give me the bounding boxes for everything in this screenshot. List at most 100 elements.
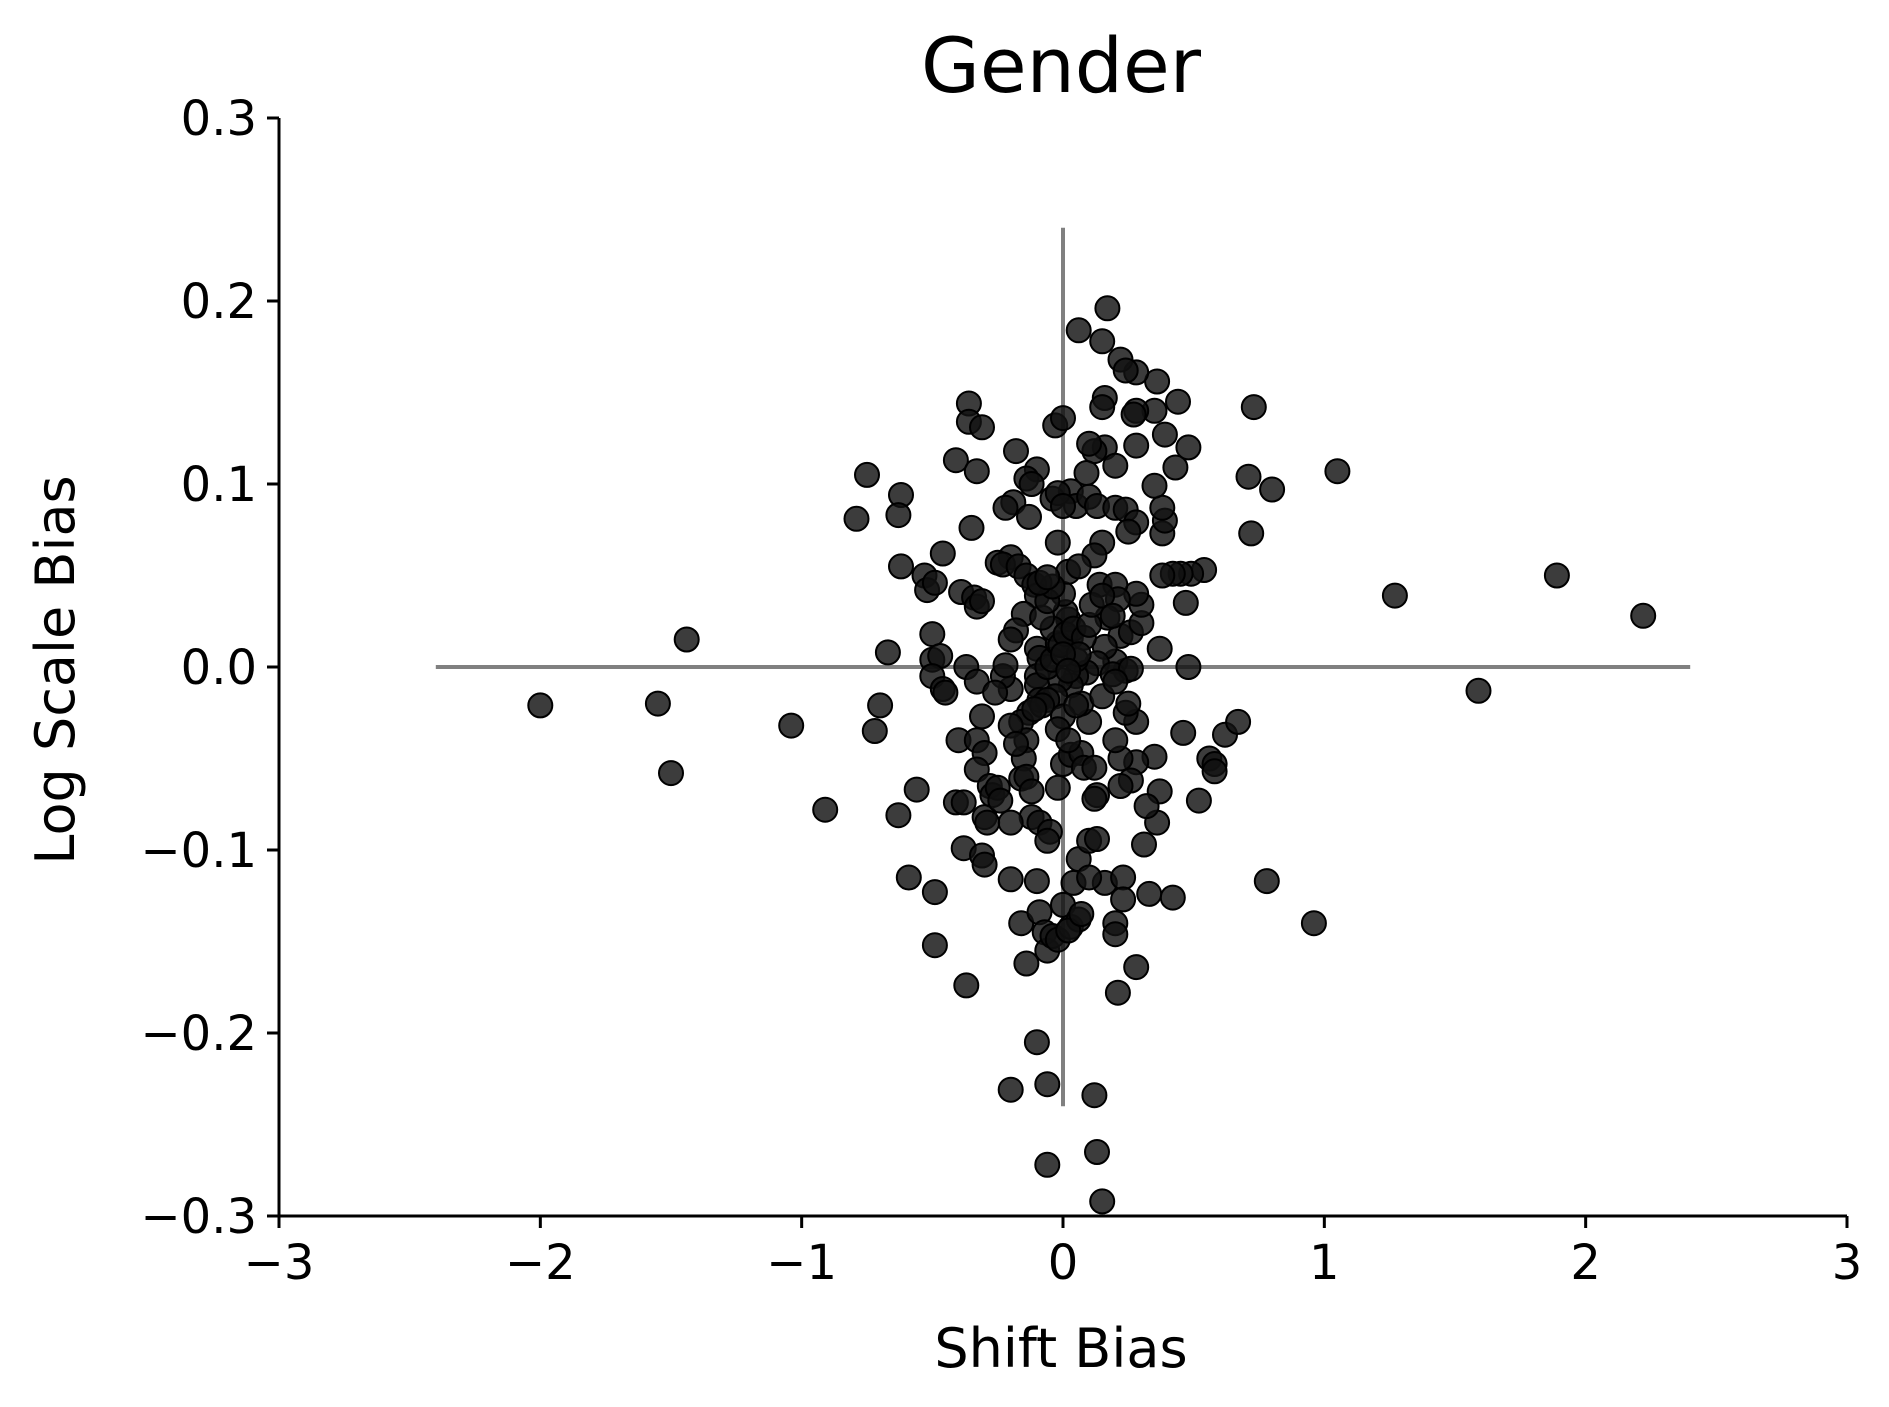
scatter-point: [1063, 692, 1090, 719]
scatter-point: [1065, 553, 1092, 580]
scatter-point: [1172, 589, 1199, 616]
scatter-point: [971, 851, 998, 878]
scatter-point: [997, 866, 1024, 893]
scatter-point: [1201, 758, 1228, 785]
scatter-point: [1084, 1139, 1110, 1165]
scatter-point: [1050, 405, 1076, 432]
scatter-point: [658, 760, 684, 787]
scatter-point: [921, 879, 948, 906]
scatter-point: [1099, 602, 1126, 629]
scatter-point: [953, 972, 980, 999]
scatter-point: [1102, 727, 1129, 754]
y-tick-label: −0.1: [140, 823, 257, 879]
scatter-point: [1123, 432, 1150, 459]
chart-title: Gender: [921, 21, 1202, 110]
scatter-point: [1170, 719, 1197, 746]
scatter-point: [1018, 471, 1045, 497]
scatter-point: [673, 626, 700, 653]
scatter-point: [1381, 582, 1408, 609]
scatter-point: [969, 588, 995, 615]
scatter-point: [527, 692, 554, 719]
scatter-point: [1543, 562, 1570, 589]
x-tick-label: −2: [505, 1235, 576, 1291]
scatter-point: [1018, 778, 1045, 805]
scatter-point: [1146, 635, 1173, 662]
scatter-point: [982, 679, 1009, 706]
data-points: [527, 295, 1657, 1215]
scatter-point: [1081, 785, 1108, 812]
y-tick-label: 0.3: [181, 91, 257, 147]
scatter-point: [644, 690, 671, 717]
scatter-point: [1240, 394, 1267, 421]
scatter-point: [1235, 463, 1262, 490]
y-tick-label: −0.3: [140, 1189, 257, 1245]
scatter-point: [1110, 886, 1137, 913]
scatter-point: [919, 621, 946, 648]
scatter-point: [997, 626, 1024, 653]
scatter-point: [843, 505, 870, 532]
scatter-point: [1123, 954, 1150, 981]
scatter-point: [1021, 696, 1048, 723]
y-tick-label: −0.2: [140, 1006, 257, 1062]
scatter-point: [974, 809, 1001, 836]
scatter-point: [1023, 868, 1050, 895]
scatter-point: [1055, 657, 1082, 684]
scatter-point: [997, 809, 1024, 836]
scatter-point: [1034, 1071, 1061, 1098]
scatter-point: [1131, 831, 1157, 858]
scatter-point: [1112, 357, 1139, 384]
axes: −3 −2 −1 0 1 2 3 −0.3 −0.2 −0.1 0.0 0.1 0.2 0.3: [140, 91, 1862, 1291]
scatter-point: [1034, 827, 1061, 854]
scatter-point: [1076, 864, 1103, 891]
scatter-point: [1084, 826, 1110, 852]
scatter-point: [992, 652, 1019, 679]
scatter-point: [1141, 472, 1168, 499]
scatter-point: [861, 718, 888, 744]
scatter-point: [1133, 793, 1160, 820]
scatter-point: [992, 494, 1019, 521]
scatter-point: [1081, 754, 1108, 781]
scatter-point: [1050, 493, 1076, 519]
scatter-point: [963, 458, 990, 485]
scatter-point: [1034, 1151, 1061, 1178]
scatter-point: [885, 802, 912, 829]
scatter-point: [1076, 430, 1103, 457]
scatter-point: [969, 703, 995, 730]
x-tick-label: 1: [1309, 1235, 1340, 1291]
scatter-point: [1253, 868, 1280, 895]
y-tick-label: 0.2: [181, 274, 257, 330]
scatter-point: [1023, 1029, 1050, 1056]
scatter-point: [1089, 582, 1116, 609]
scatter-point: [1089, 328, 1116, 355]
scatter-point: [1034, 564, 1061, 591]
scatter-point: [1149, 494, 1176, 521]
scatter-point: [1094, 295, 1121, 322]
scatter-point: [1300, 910, 1327, 937]
scatter-point: [1324, 458, 1351, 485]
scatter-point: [1149, 562, 1176, 589]
scatter-point: [1110, 864, 1137, 891]
scatter-point: [932, 679, 959, 706]
scatter-point: [1065, 317, 1092, 344]
x-axis-label: Shift Bias: [934, 1317, 1187, 1380]
x-tick-label: 3: [1832, 1235, 1863, 1291]
scatter-point: [1102, 668, 1129, 695]
scatter-point: [1115, 690, 1142, 717]
scatter-point: [1465, 677, 1492, 704]
scatter-point: [1107, 773, 1134, 799]
scatter-point: [1259, 476, 1286, 503]
scatter-point: [1013, 950, 1040, 977]
scatter-point: [1238, 520, 1265, 547]
y-tick-label: 0.0: [181, 640, 257, 696]
scatter-point: [1225, 708, 1252, 735]
scatter-point: [1044, 529, 1071, 556]
scatter-point: [778, 712, 805, 739]
scatter-point: [1159, 884, 1186, 911]
scatter-point: [1102, 452, 1129, 479]
scatter-point: [1003, 438, 1029, 465]
scatter-point: [1068, 901, 1095, 927]
x-tick-label: 2: [1570, 1235, 1601, 1291]
scatter-point: [950, 789, 977, 816]
scatter-point: [867, 692, 894, 719]
